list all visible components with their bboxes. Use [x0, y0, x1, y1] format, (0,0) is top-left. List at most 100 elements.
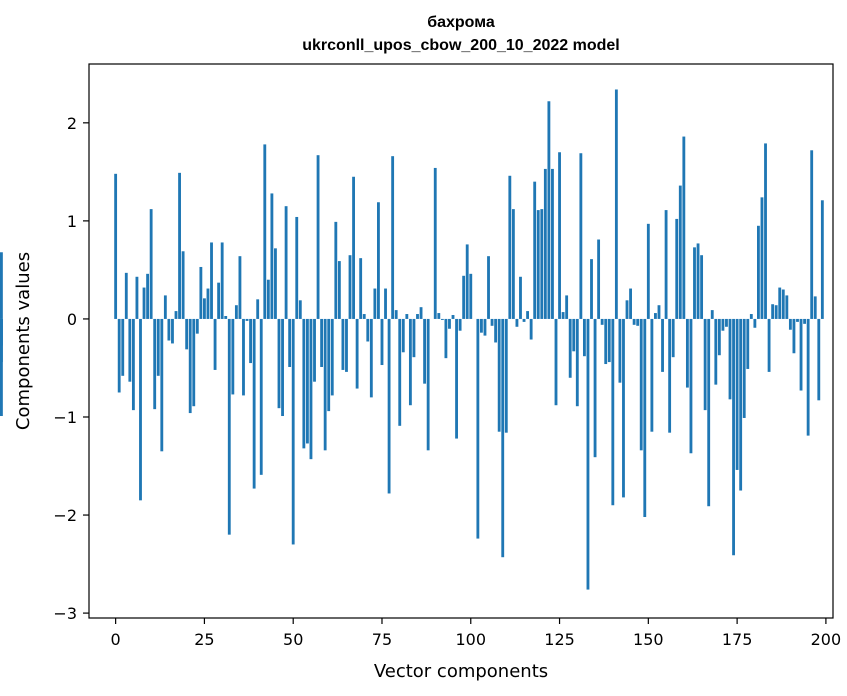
bar-component-168 [710, 310, 714, 319]
bar-component-31 [224, 316, 228, 319]
bar-component-13 [160, 318, 164, 452]
y-tick-label: 0 [67, 310, 77, 329]
x-tick-label: 100 [455, 630, 486, 649]
bar-component-138 [604, 318, 608, 365]
bar-component-64 [341, 318, 345, 370]
bar-component-134 [590, 259, 593, 319]
bar-component-98 [462, 275, 466, 319]
y-tick-label: −1 [53, 408, 77, 427]
bar-component-54 [305, 318, 309, 444]
bar-component-165 [700, 255, 704, 319]
bar-component-96 [455, 318, 458, 439]
bar-component-143 [622, 318, 625, 498]
bar-component-97 [458, 318, 462, 331]
bar-component-161 [685, 318, 689, 388]
bar-component-192 [796, 318, 799, 322]
bar-component-193 [799, 318, 803, 391]
y-tick-label: 2 [67, 114, 77, 133]
bar-component-146 [632, 318, 636, 325]
bar-component-88 [426, 318, 430, 451]
bar-component-42 [263, 144, 267, 319]
chart-title: бахрома [427, 14, 495, 31]
bar-component-118 [533, 181, 537, 319]
bar-component-116 [526, 311, 530, 319]
bar-component-195 [806, 318, 810, 436]
bar-component-114 [519, 276, 522, 319]
x-tick-label: 175 [722, 630, 753, 649]
bar-component-172 [725, 318, 728, 327]
bar-component-50 [291, 318, 295, 545]
bar-component-1 [117, 318, 121, 393]
bar-component-144 [625, 300, 629, 319]
bar-component-158 [675, 218, 679, 319]
bar-component-166 [703, 318, 707, 411]
bar-component-180 [753, 318, 757, 328]
bar-component-117 [529, 318, 533, 340]
bar-component-85 [416, 314, 419, 319]
bar-component-49 [288, 318, 292, 367]
x-tick-label: 200 [811, 630, 842, 649]
bar-component-57 [316, 155, 320, 319]
bar-component-124 [554, 318, 558, 406]
bar-component-100 [469, 273, 473, 319]
bar-component-154 [661, 318, 664, 372]
bar-component-107 [494, 318, 498, 343]
bar-component-80 [398, 318, 402, 426]
bar-component-182 [760, 197, 764, 319]
bar-component-163 [693, 247, 696, 319]
bar-component-47 [281, 318, 284, 417]
bar-component-38 [249, 318, 252, 364]
x-tick-label: 150 [633, 630, 664, 649]
bar-component-84 [412, 318, 416, 358]
bar-component-21 [188, 318, 192, 414]
bar-component-undefined [0, 252, 3, 319]
bar-component-56 [313, 318, 316, 382]
bar-component-24 [199, 266, 203, 319]
bar-component-29 [217, 282, 221, 319]
bar-component-177 [742, 318, 746, 418]
bar-component-67 [352, 176, 355, 319]
bar-component-139 [607, 318, 611, 363]
bar-component-22 [192, 318, 196, 407]
bar-component-199 [820, 200, 824, 319]
bar-component-25 [203, 298, 206, 319]
bar-component-104 [483, 318, 487, 336]
bars-group [0, 89, 824, 590]
bar-component-160 [682, 136, 686, 319]
bar-component-152 [654, 313, 657, 319]
bar-component-46 [277, 318, 281, 409]
bar-component-41 [259, 318, 263, 475]
bar-component-125 [558, 152, 561, 319]
bar-component-120 [540, 209, 544, 319]
bar-component-132 [582, 318, 586, 357]
bar-component-3 [124, 272, 128, 319]
bar-component-19 [181, 251, 185, 319]
bar-component-99 [465, 244, 469, 319]
bar-component-94 [448, 318, 451, 329]
bar-component-0 [114, 173, 118, 319]
bar-component-162 [689, 318, 693, 454]
bar-component-76 [384, 288, 387, 319]
bar-component-188 [781, 289, 785, 319]
bar-component-126 [561, 312, 565, 319]
bar-component-65 [345, 318, 348, 372]
bar-component-136 [597, 239, 601, 319]
bar-component-32 [227, 318, 231, 535]
bar-component-53 [302, 318, 306, 449]
bar-component-174 [732, 318, 735, 556]
bar-component-92 [440, 318, 444, 320]
bar-component-93 [444, 318, 448, 359]
bar-component-153 [657, 305, 661, 319]
bar-component-128 [568, 318, 572, 378]
bar-component-77 [387, 318, 391, 494]
bar-component-127 [565, 295, 569, 319]
bar-component-82 [405, 314, 409, 319]
bar-component-28 [213, 318, 217, 370]
bar-component-58 [320, 318, 324, 367]
bar-component-123 [551, 168, 554, 319]
bar-component-113 [515, 318, 519, 327]
bar-component-105 [487, 256, 490, 319]
bar-component-106 [490, 318, 494, 326]
y-axis-ticks: −3 −2 −1 0 1 2 [53, 114, 89, 623]
